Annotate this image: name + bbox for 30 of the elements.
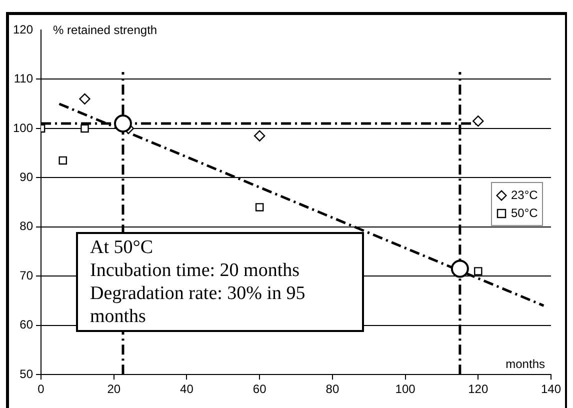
- point: [79, 93, 90, 105]
- point: [254, 130, 266, 142]
- point: [474, 267, 482, 276]
- y-tick-label: 70: [20, 268, 34, 282]
- y-tick-label: 120: [12, 22, 34, 36]
- y-tick-label: 110: [14, 72, 34, 86]
- y-tick-label: 100: [12, 120, 34, 135]
- x-axis-title: months: [506, 356, 545, 371]
- y-tick-label: 90: [20, 170, 34, 184]
- point: [114, 114, 132, 133]
- x-tick-label: 80: [326, 382, 340, 396]
- x-tick-label: 0: [38, 382, 45, 396]
- x-tick-label: 60: [252, 382, 267, 396]
- x-tick-label: 20: [107, 382, 121, 396]
- x-tick-label: 120: [468, 382, 488, 396]
- legend-label: 50°C: [511, 206, 538, 220]
- legend-label: 23°C: [511, 188, 538, 202]
- y-tick-label: 60: [20, 318, 34, 332]
- y-axis-title: % retained strength: [53, 23, 158, 37]
- text-box: At 50°C Incubation time: 20 months Degradation rate: 30% in 95 months: [76, 232, 364, 332]
- point: [472, 115, 484, 127]
- point: [58, 156, 68, 165]
- x-tick-label: 100: [395, 382, 416, 396]
- point: [450, 260, 469, 278]
- point: [255, 203, 264, 212]
- y-tick-label: 50: [20, 366, 34, 381]
- y-tick-label: 80: [20, 219, 34, 234]
- point: [80, 124, 89, 133]
- x-tick-label: 40: [180, 382, 194, 396]
- x-tick-label: 140: [540, 382, 562, 396]
